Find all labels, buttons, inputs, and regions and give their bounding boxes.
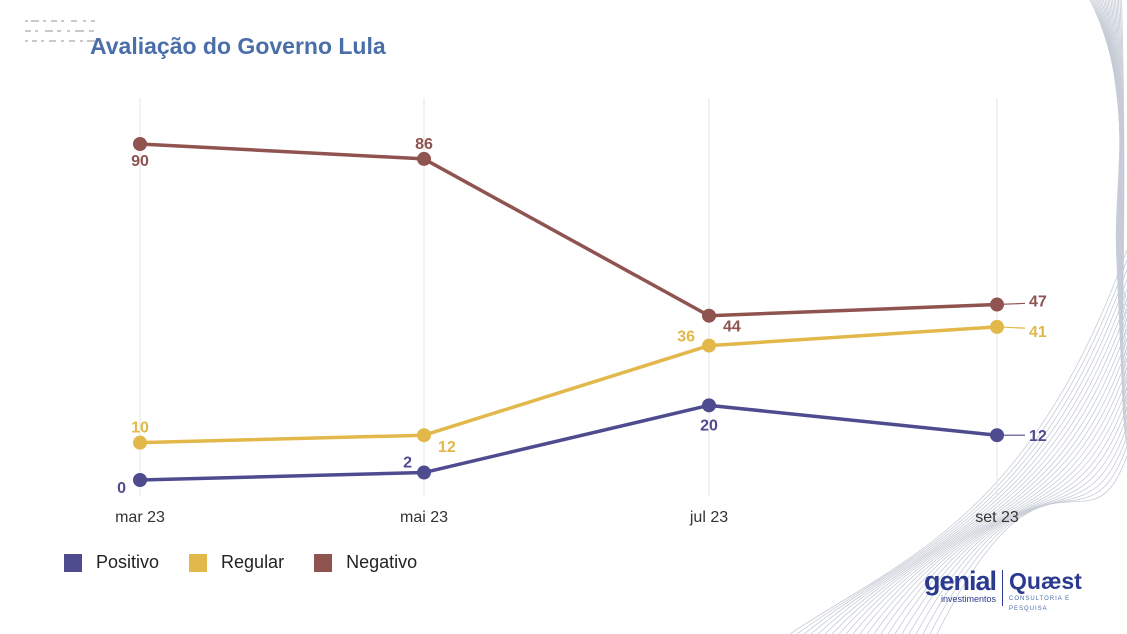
legend-item-negativo: Negativo (314, 552, 417, 573)
data-label-negativo: 86 (415, 136, 433, 153)
legend-label-positivo: Positivo (96, 552, 160, 572)
quaest-logo: Quæst CONSULTORIA E PESQUISA (1009, 568, 1109, 614)
data-label-positivo: 0 (117, 480, 126, 497)
data-point-negativo (417, 151, 431, 166)
data-label-negativo: 90 (131, 153, 149, 170)
data-point-regular (702, 338, 716, 353)
data-label-regular: 12 (438, 439, 456, 456)
data-label-regular: 10 (131, 420, 149, 437)
legend-swatch-negativo (314, 553, 333, 572)
data-label-positivo: 12 (1029, 428, 1047, 445)
x-tick-label: mar 23 (115, 509, 165, 526)
decorative-wave-line (936, 0, 1127, 634)
data-point-positivo (702, 398, 716, 413)
data-label-positivo: 2 (403, 455, 412, 472)
genial-logo-subtext: investimentos (941, 594, 997, 604)
legend-swatch-positivo (64, 553, 82, 572)
page-title: Avaliação do Governo Lula (90, 33, 386, 59)
legend-item-positivo: Positivo (64, 552, 159, 573)
data-point-regular (417, 428, 431, 443)
brand-mark-icon (25, 20, 95, 42)
legend-label-negativo: Negativo (346, 552, 418, 572)
data-point-positivo (990, 428, 1004, 443)
data-label-negativo: 44 (723, 319, 741, 336)
legend-swatch-regular (189, 553, 208, 572)
genial-logo-text: genial (924, 566, 997, 596)
legend: Positivo Regular Negativo (64, 552, 417, 573)
data-point-regular (990, 319, 1004, 334)
partner-logos: genial investimentos Quæst CONSULTORIA E… (924, 566, 1109, 613)
data-point-positivo (417, 465, 431, 480)
data-point-negativo (702, 308, 716, 323)
data-point-negativo (133, 137, 147, 151)
data-point-positivo (133, 473, 147, 487)
series-line-negativo (139, 142, 998, 318)
data-label-positivo: 20 (700, 417, 718, 434)
data-point-negativo (990, 297, 1004, 312)
quaest-logo-subtext: CONSULTORIA E PESQUISA (1009, 596, 1071, 612)
series-line-positivo (139, 403, 998, 482)
legend-item-regular: Regular (189, 552, 284, 573)
legend-label-regular: Regular (221, 552, 285, 572)
quaest-logo-text: Quæst (1009, 568, 1082, 594)
data-label-negativo: 47 (1029, 294, 1047, 311)
x-tick-label: jul 23 (689, 509, 728, 526)
data-point-regular (133, 435, 147, 450)
x-tick-label: set 23 (975, 509, 1019, 526)
data-label-regular: 36 (677, 329, 695, 346)
series-line-regular (139, 325, 998, 445)
data-label-regular: 41 (1029, 324, 1047, 341)
genial-logo: genial investimentos (924, 566, 997, 605)
logo-divider (1002, 570, 1003, 606)
x-tick-label: mai 23 (400, 509, 448, 526)
